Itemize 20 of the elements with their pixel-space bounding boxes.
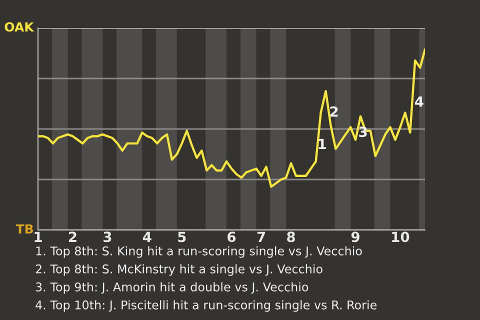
x-tick-label: 10: [392, 232, 410, 242]
text: 3. Top 9th: J. Amorin hit a double vs J. Vecchio: [36, 282, 308, 294]
text: 2. Top 8th: S. McKinstry hit a single vs J. Vecchio: [36, 264, 322, 276]
annotation: 4: [414, 96, 424, 107]
x-tick-label: 1: [34, 232, 42, 242]
text: 1. Top 8th: S. King hit a run-scoring single vs J. Vecchio: [36, 246, 362, 258]
annotation: 2: [330, 106, 338, 117]
x-tick-label: 7: [257, 232, 265, 242]
text: 4. Top 10th: J. Piscitelli hit a run-scoring single vs R. Rorie: [36, 300, 377, 312]
annotation: 3: [359, 126, 367, 138]
x-tick-label: 9: [351, 232, 360, 242]
x-tick-label: 6: [228, 232, 236, 242]
ref-line-label: TB: [16, 224, 33, 234]
x-tick-label: 2: [68, 232, 76, 242]
x-tick-label: 3: [104, 232, 112, 242]
x-tick-label: 4: [142, 232, 152, 242]
annotation: 1: [318, 138, 326, 149]
x-tick-label: 5: [178, 232, 186, 242]
x-tick-label: 8: [287, 232, 296, 242]
ref-line-label: OAK: [4, 22, 34, 32]
